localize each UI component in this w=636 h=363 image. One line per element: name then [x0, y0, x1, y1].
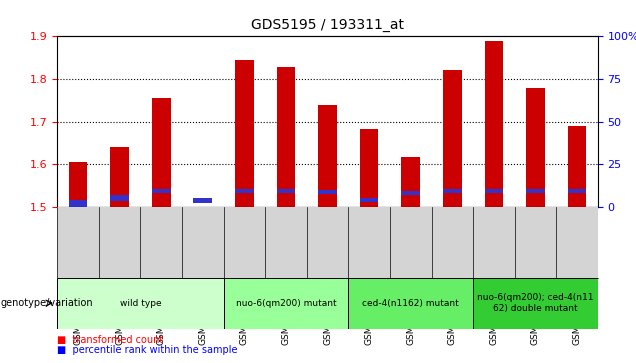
Text: nuo-6(qm200) mutant: nuo-6(qm200) mutant [236, 299, 336, 307]
Bar [360, 129, 378, 207]
Bar [69, 162, 87, 207]
Text: ■  percentile rank within the sample: ■ percentile rank within the sample [57, 345, 238, 355]
Text: ced-4(n1162) mutant: ced-4(n1162) mutant [363, 299, 459, 307]
Bar [526, 189, 545, 193]
Bar [152, 98, 170, 207]
Bar [349, 278, 473, 329]
Bar [485, 41, 503, 207]
Bar [485, 189, 503, 193]
Bar [360, 198, 378, 202]
Text: genotype/variation: genotype/variation [1, 298, 93, 308]
Title: GDS5195 / 193311_at: GDS5195 / 193311_at [251, 19, 404, 33]
Bar [401, 156, 420, 207]
Bar [473, 278, 598, 329]
Bar [110, 195, 129, 200]
Bar [69, 200, 87, 207]
Bar [277, 189, 295, 193]
Bar [568, 189, 586, 193]
Text: nuo-6(qm200); ced-4(n11
62) double mutant: nuo-6(qm200); ced-4(n11 62) double mutan… [477, 293, 594, 313]
Text: wild type: wild type [120, 299, 161, 307]
Bar [568, 126, 586, 207]
Bar [526, 88, 545, 207]
Bar [235, 60, 254, 207]
Bar [401, 191, 420, 195]
Bar [57, 278, 224, 329]
Bar [224, 278, 349, 329]
Bar [443, 189, 462, 193]
Bar [443, 70, 462, 207]
Bar [235, 189, 254, 193]
Bar [318, 190, 337, 194]
Bar [152, 189, 170, 193]
Bar [277, 67, 295, 207]
Bar [110, 147, 129, 207]
Bar [193, 198, 212, 204]
Bar [318, 105, 337, 207]
Text: ■  transformed count: ■ transformed count [57, 335, 163, 345]
